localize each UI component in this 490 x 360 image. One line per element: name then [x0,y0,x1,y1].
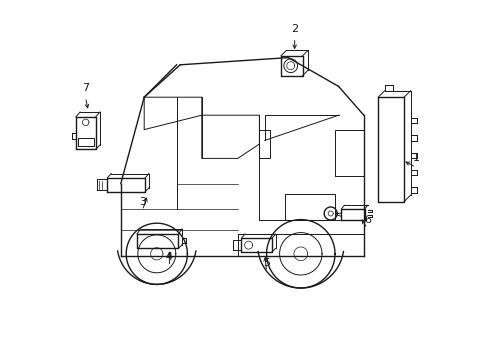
Text: 7: 7 [82,83,89,93]
Text: 1: 1 [413,153,419,163]
Text: 6: 6 [364,215,371,225]
Text: 3: 3 [139,197,146,207]
Text: 5: 5 [263,258,270,268]
Text: 4: 4 [166,252,173,262]
Text: 2: 2 [291,24,298,34]
